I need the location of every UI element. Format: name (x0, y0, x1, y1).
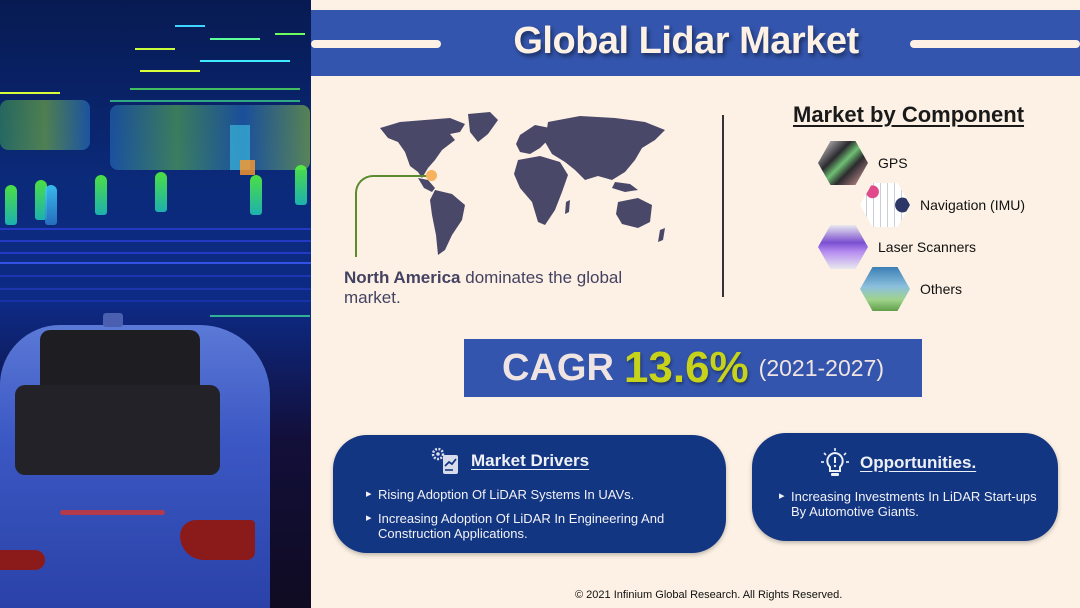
drone-icon (860, 267, 910, 311)
gear-report-icon (431, 447, 458, 474)
cagr-label: CAGR (502, 346, 614, 389)
opportunities-card: Opportunities. Increasing Investments In… (752, 433, 1058, 541)
laser-scanner-icon (818, 225, 868, 269)
lightbulb-icon (821, 448, 849, 476)
cagr-period: (2021-2027) (758, 354, 884, 381)
component-item-others: Others (860, 267, 962, 311)
component-item-laser-scanners: Laser Scanners (818, 225, 976, 269)
opportunities-title: Opportunities. (860, 453, 977, 472)
component-item-navigation: Navigation (IMU) (860, 183, 1025, 227)
cagr-box: CAGR 13.6% (2021-2027) (464, 339, 922, 397)
region-highlight-text: North America dominates the global marke… (344, 268, 674, 308)
market-drivers-list: Rising Adoption Of LiDAR Systems In UAVs… (366, 487, 716, 550)
copyright-footer: © 2021 Infinium Global Research. All Rig… (575, 589, 843, 601)
north-america-marker (426, 170, 437, 181)
list-item: Increasing Investments In LiDAR Start-up… (779, 489, 1039, 519)
banner-line-right (910, 40, 1080, 48)
component-label: Others (920, 281, 963, 297)
navigation-map-icon (860, 183, 910, 227)
cagr-value: 13.6% (623, 343, 749, 392)
page-title: Global Lidar Market (513, 20, 859, 62)
component-item-gps: GPS (818, 141, 908, 185)
region-description: dominates the global market. (344, 268, 623, 307)
map-connector-line (355, 175, 435, 257)
component-label: Laser Scanners (878, 239, 977, 255)
list-item: Increasing Adoption Of LiDAR In Engineer… (366, 511, 716, 541)
component-label: Navigation (IMU) (920, 197, 1026, 213)
component-section-title: Market by Component (793, 102, 1025, 127)
region-name: North America (344, 268, 461, 287)
title-banner: Global Lidar Market (311, 10, 1080, 76)
car-illustration (0, 313, 270, 608)
world-map-icon (380, 112, 665, 255)
banner-line-left (311, 40, 441, 48)
gps-phone-icon (818, 141, 868, 185)
component-label: GPS (878, 155, 908, 171)
market-drivers-card: Market Drivers Rising Adoption Of LiDAR … (333, 435, 726, 553)
vertical-divider (722, 115, 724, 297)
market-drivers-title: Market Drivers (471, 451, 590, 470)
list-item: Rising Adoption Of LiDAR Systems In UAVs… (366, 487, 716, 502)
opportunities-list: Increasing Investments In LiDAR Start-up… (779, 489, 1039, 528)
lidar-car-image (0, 0, 311, 608)
